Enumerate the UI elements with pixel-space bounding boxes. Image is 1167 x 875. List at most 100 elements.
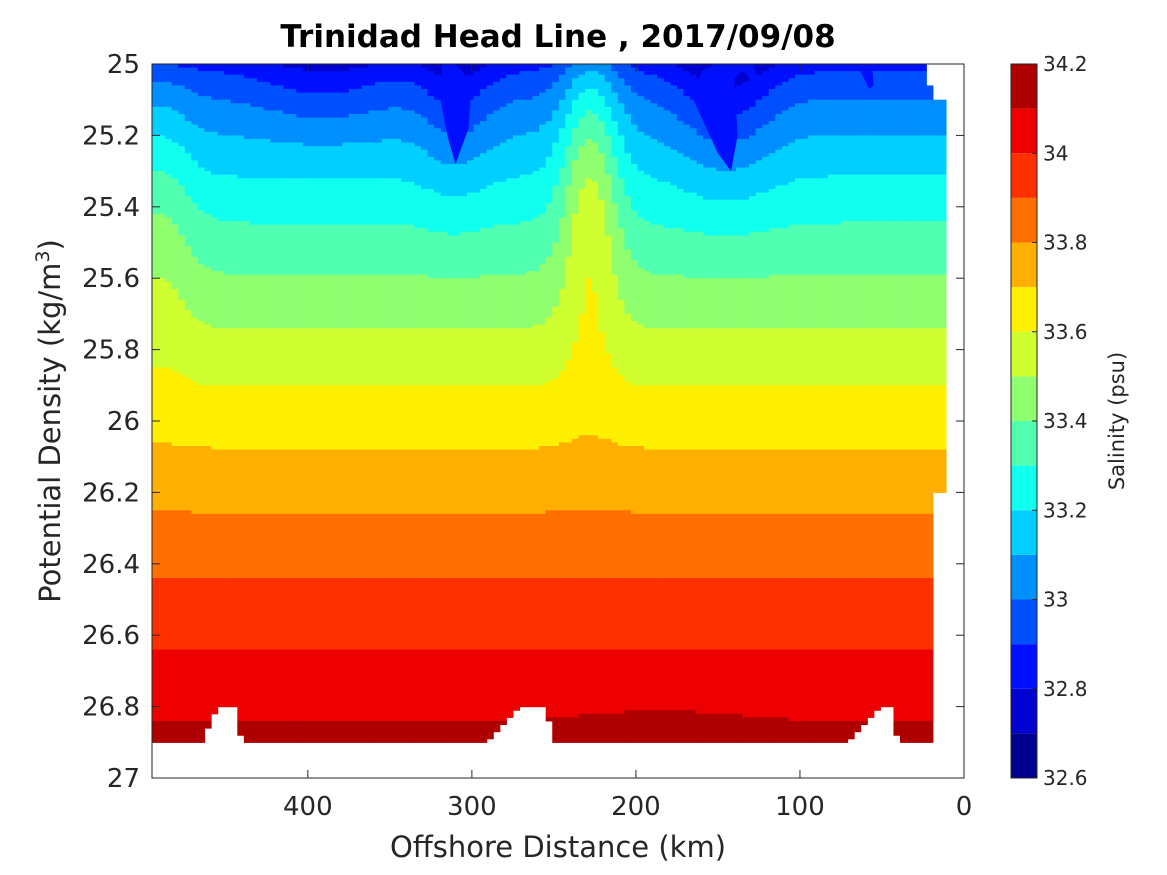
salinity-cell	[316, 720, 324, 743]
salinity-cell	[814, 135, 822, 179]
salinity-cell	[217, 99, 225, 136]
salinity-cell	[939, 385, 947, 451]
salinity-cell	[171, 85, 179, 112]
salinity-cell	[755, 64, 763, 76]
salinity-cell	[348, 67, 357, 90]
salinity-cell	[519, 449, 527, 515]
salinity-cell	[184, 720, 192, 743]
salinity-cell	[526, 513, 534, 579]
salinity-cell	[355, 64, 363, 69]
salinity-cell	[532, 131, 540, 172]
salinity-cell	[178, 64, 186, 69]
salinity-cell	[624, 649, 632, 711]
salinity-cell	[211, 513, 219, 579]
salinity-cell	[840, 513, 849, 579]
salinity-cell	[873, 99, 881, 136]
salinity-cell	[683, 192, 691, 233]
salinity-cell	[401, 181, 409, 226]
salinity-cell	[316, 578, 324, 651]
salinity-cell	[847, 449, 855, 515]
salinity-cell	[512, 64, 521, 76]
y-tick-label: 26.2	[82, 478, 140, 508]
salinity-cell	[447, 578, 455, 651]
salinity-cell	[676, 578, 685, 651]
salinity-cell	[329, 328, 337, 386]
salinity-cell	[716, 142, 724, 172]
salinity-cell	[676, 328, 685, 386]
colorbar-tick-label: 33.4	[1043, 409, 1088, 433]
salinity-cell	[473, 71, 481, 97]
salinity-cell	[329, 224, 337, 276]
salinity-cell	[256, 224, 265, 276]
salinity-cell	[368, 385, 376, 451]
salinity-cell	[729, 513, 737, 579]
salinity-cell	[808, 720, 816, 743]
salinity-cell	[237, 720, 245, 736]
salinity-cell	[886, 64, 895, 72]
salinity-cell	[657, 142, 665, 183]
salinity-cell	[598, 199, 606, 333]
salinity-cell	[526, 385, 534, 451]
salinity-cell	[578, 64, 586, 76]
salinity-cell	[637, 578, 645, 651]
salinity-cell	[795, 103, 803, 140]
salinity-cell	[919, 135, 927, 176]
salinity-cell	[900, 385, 908, 451]
salinity-cell	[847, 135, 855, 176]
salinity-cell	[512, 513, 521, 579]
salinity-cell	[650, 710, 658, 743]
salinity-cell	[473, 449, 481, 515]
salinity-cell	[755, 231, 763, 279]
salinity-cell	[880, 64, 888, 72]
salinity-cell	[591, 292, 599, 436]
salinity-cell	[434, 720, 442, 743]
salinity-cell	[795, 274, 803, 329]
salinity-cell	[250, 328, 258, 386]
salinity-cell	[913, 720, 921, 743]
salinity-cell	[637, 445, 645, 515]
salinity-cell	[401, 513, 409, 579]
salinity-cell	[696, 64, 704, 79]
salinity-cell	[893, 274, 901, 329]
salinity-cell	[532, 324, 540, 386]
salinity-cell	[276, 449, 284, 515]
salinity-cell	[394, 513, 402, 579]
salinity-cell	[919, 449, 927, 515]
salinity-cell	[735, 513, 744, 579]
salinity-cell	[821, 513, 829, 579]
salinity-cell	[906, 221, 914, 276]
salinity-cell	[316, 224, 324, 276]
salinity-cell	[755, 192, 763, 233]
salinity-cell	[230, 385, 238, 451]
salinity-cell	[611, 367, 619, 444]
salinity-cell	[749, 278, 757, 329]
salinity-cell	[348, 449, 357, 515]
salinity-cell	[801, 449, 809, 515]
salinity-cell	[637, 64, 645, 72]
salinity-cell	[926, 174, 934, 222]
salinity-cell	[703, 713, 711, 743]
salinity-cell	[204, 171, 212, 215]
salinity-cell	[663, 649, 671, 711]
salinity-cell	[348, 328, 357, 386]
salinity-cell	[329, 64, 337, 72]
salinity-cell	[184, 153, 192, 197]
salinity-cell	[512, 578, 521, 651]
salinity-cell	[381, 81, 389, 112]
salinity-cell	[926, 720, 934, 743]
salinity-cell	[650, 385, 658, 451]
salinity-cell	[480, 228, 488, 276]
salinity-cell	[637, 217, 645, 269]
salinity-cell	[289, 88, 297, 115]
salinity-cell	[302, 146, 311, 179]
salinity-cell	[407, 224, 416, 276]
salinity-cell	[663, 710, 671, 743]
salinity-cell	[309, 64, 317, 72]
salinity-cell	[184, 649, 192, 722]
salinity-cell	[696, 328, 704, 386]
salinity-cell	[631, 445, 639, 515]
salinity-cell	[571, 578, 580, 651]
salinity-cell	[749, 196, 757, 233]
salinity-cell	[742, 449, 750, 515]
salinity-cell	[683, 385, 691, 451]
